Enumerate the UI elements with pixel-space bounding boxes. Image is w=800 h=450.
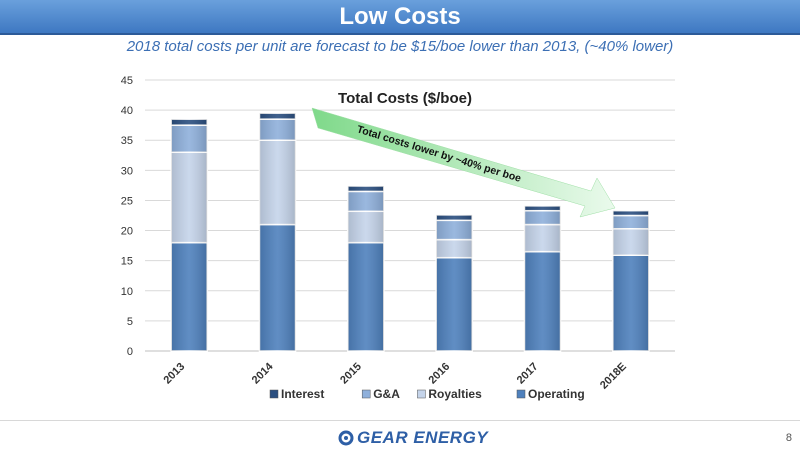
logo-text: GEAR ENERGY — [357, 428, 489, 447]
bar-shade-2018E-royalties — [612, 228, 649, 256]
bar-shade-2015-interest — [347, 185, 384, 192]
bar-shade-2013-operating — [171, 242, 208, 351]
bar-shade-2014-royalties — [259, 140, 296, 225]
bar-shade-2016-ga — [436, 220, 473, 240]
bar-shade-2017-ga — [524, 210, 561, 225]
bar-shade-2016-interest — [436, 214, 473, 221]
bar-shade-2016-royalties — [436, 239, 473, 258]
x-tick-label-2017: 2017 — [515, 361, 541, 387]
bar-shade-2017-operating — [524, 251, 561, 351]
chart-title: Total Costs ($/boe) — [338, 90, 472, 107]
annotation-arrow — [311, 107, 616, 218]
y-tick-label-0: 0 — [127, 346, 133, 358]
bar-shade-2016-operating — [436, 257, 473, 351]
gear-icon — [338, 430, 354, 446]
y-tick-label-30: 30 — [121, 165, 133, 177]
legend-swatch-interest — [269, 389, 279, 399]
y-tick-label-10: 10 — [121, 286, 133, 298]
x-tick-label-2015: 2015 — [338, 361, 364, 387]
bar-shade-2015-royalties — [347, 211, 384, 243]
page-number: 8 — [785, 432, 792, 444]
x-tick-label-2016: 2016 — [426, 361, 452, 387]
legend-label-interest: Interest — [281, 387, 324, 401]
bar-shade-2013-royalties — [171, 152, 208, 243]
bar-shade-2017-interest — [524, 205, 561, 211]
bar-shade-2018E-operating — [612, 255, 649, 351]
bar-shade-2017-royalties — [524, 224, 561, 252]
slide-title: Low Costs — [339, 2, 461, 30]
legend-swatch-royalties — [417, 389, 426, 399]
y-tick-label-5: 5 — [127, 316, 133, 328]
footer-divider — [0, 420, 800, 421]
x-tick-label-2018E: 2018E — [598, 361, 629, 392]
y-tick-label-35: 35 — [121, 135, 133, 147]
y-tick-label-40: 40 — [121, 105, 133, 117]
bar-shade-2018E-interest — [612, 210, 649, 216]
total-costs-chart: 0 5 10 15 20 25 30 35 40 45 2013 2014 2015 2016 2017 20… — [121, 75, 675, 401]
slide-subtitle: 2018 total costs per unit are forecast t… — [126, 38, 674, 55]
bar-shade-2014-ga — [259, 119, 296, 141]
bar-shade-2015-operating — [347, 242, 384, 351]
legend-label-ga: G&A — [373, 387, 400, 401]
legend-swatch-ga — [361, 389, 371, 399]
y-tick-label-15: 15 — [121, 256, 133, 268]
gear-energy-logo: GEAR ENERGY — [335, 428, 488, 448]
x-tick-label-2013: 2013 — [161, 361, 187, 387]
y-tick-label-45: 45 — [121, 75, 133, 87]
y-tick-label-25: 25 — [121, 195, 133, 207]
legend-label-royalties: Royalties — [428, 387, 482, 401]
bar-shade-2014-interest — [259, 113, 296, 120]
bar-shade-2014-operating — [259, 224, 296, 351]
bar-shade-2013-ga — [171, 125, 208, 153]
legend-swatch-operating — [516, 389, 526, 399]
title-bar: Low Costs — [0, 0, 800, 35]
bar-shade-2013-interest — [171, 119, 208, 126]
bar-shade-2018E-ga — [612, 215, 649, 229]
x-tick-label-2014: 2014 — [250, 360, 276, 386]
bar-shade-2015-ga — [347, 191, 384, 212]
y-tick-label-20: 20 — [121, 226, 133, 238]
annotation-text: Total costs lower by ~40% per boe — [355, 123, 522, 185]
legend-label-operating: Operating — [528, 387, 585, 401]
